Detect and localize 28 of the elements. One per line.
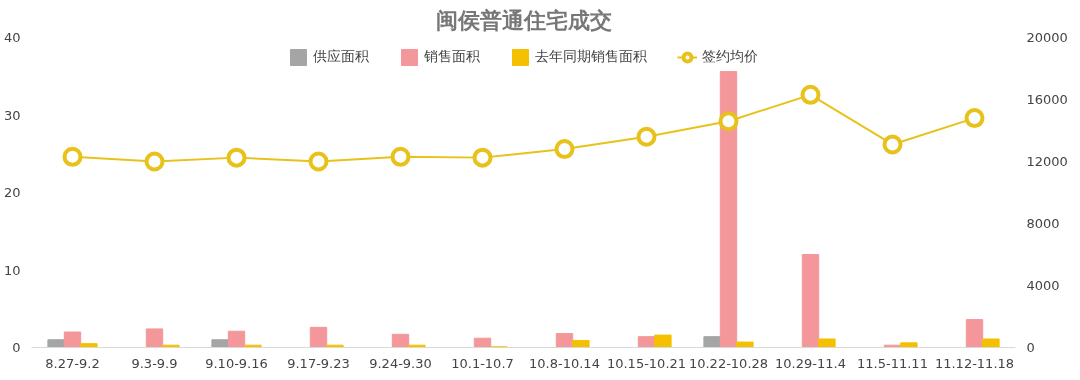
x-tick-label: 9.10-9.16 xyxy=(205,355,268,371)
x-tick-label: 10.22-10.28 xyxy=(688,355,769,371)
x-tick-label: 11.12-11.18 xyxy=(934,355,1015,371)
chart-title: 闽侯普通住宅成交 xyxy=(435,7,612,33)
x-tick-label: 10.29-11.4 xyxy=(775,355,846,371)
y2-tick-label: 0 xyxy=(1026,340,1035,355)
x-tick-label: 10.15-10.21 xyxy=(606,355,687,371)
legend-label: 销售面积 xyxy=(424,48,480,66)
legend-label: 去年同期销售面积 xyxy=(535,48,647,66)
x-tick-label: 9.17-9.23 xyxy=(287,355,350,371)
x-tick-label: 8.27-9.2 xyxy=(45,355,100,371)
y2-tick-label: 4000 xyxy=(1026,278,1060,293)
x-tick-label: 9.24-9.30 xyxy=(369,355,432,371)
y-tick-label: 0 xyxy=(12,340,21,355)
x-tick-label: 10.1-10.7 xyxy=(451,355,514,371)
y-tick-label: 30 xyxy=(3,107,21,123)
y2-tick-label: 12000 xyxy=(1026,154,1068,169)
legend-label: 供应面积 xyxy=(313,48,369,66)
y-tick-label: 10 xyxy=(3,262,21,278)
x-tick-label: 9.3-9.9 xyxy=(131,355,178,371)
x-tick-label: 10.8-10.14 xyxy=(529,355,600,371)
x-tick-label: 11.5-11.11 xyxy=(857,355,928,371)
y2-tick-label: 16000 xyxy=(1026,92,1068,107)
legend-label: 签约均价 xyxy=(702,48,758,66)
y2-tick-label: 20000 xyxy=(1026,30,1068,45)
y2-tick-label: 8000 xyxy=(1026,216,1060,231)
y-tick-label: 20 xyxy=(3,185,21,200)
y-tick-label: 40 xyxy=(3,30,21,45)
